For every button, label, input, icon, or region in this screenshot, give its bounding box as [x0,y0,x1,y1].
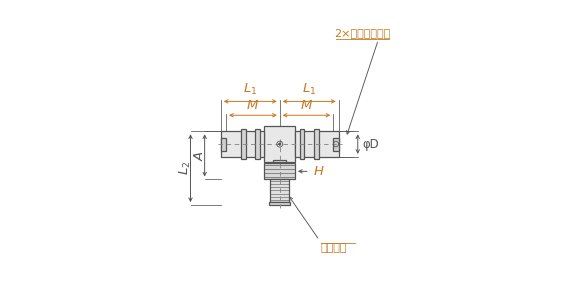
Circle shape [279,143,281,145]
Polygon shape [221,131,265,157]
Polygon shape [241,129,245,159]
Polygon shape [255,129,259,159]
Polygon shape [221,138,226,151]
Polygon shape [271,179,289,202]
Polygon shape [314,129,318,159]
Text: $H$: $H$ [312,165,324,178]
Text: $L_2$: $L_2$ [178,161,193,176]
Text: 接続ねじ: 接続ねじ [321,243,347,253]
Text: $L_1$: $L_1$ [302,82,317,97]
Polygon shape [269,202,290,205]
Text: $A$: $A$ [193,150,206,161]
Polygon shape [333,138,339,151]
Text: $M$: $M$ [247,99,259,112]
Polygon shape [300,129,304,159]
Polygon shape [295,131,339,157]
Text: 2×適用チューブ: 2×適用チューブ [334,28,390,38]
Text: φD: φD [362,138,379,151]
Polygon shape [265,163,295,179]
Polygon shape [265,126,295,162]
Polygon shape [273,160,286,162]
Text: $M$: $M$ [300,99,313,112]
Text: $L_1$: $L_1$ [243,82,258,97]
